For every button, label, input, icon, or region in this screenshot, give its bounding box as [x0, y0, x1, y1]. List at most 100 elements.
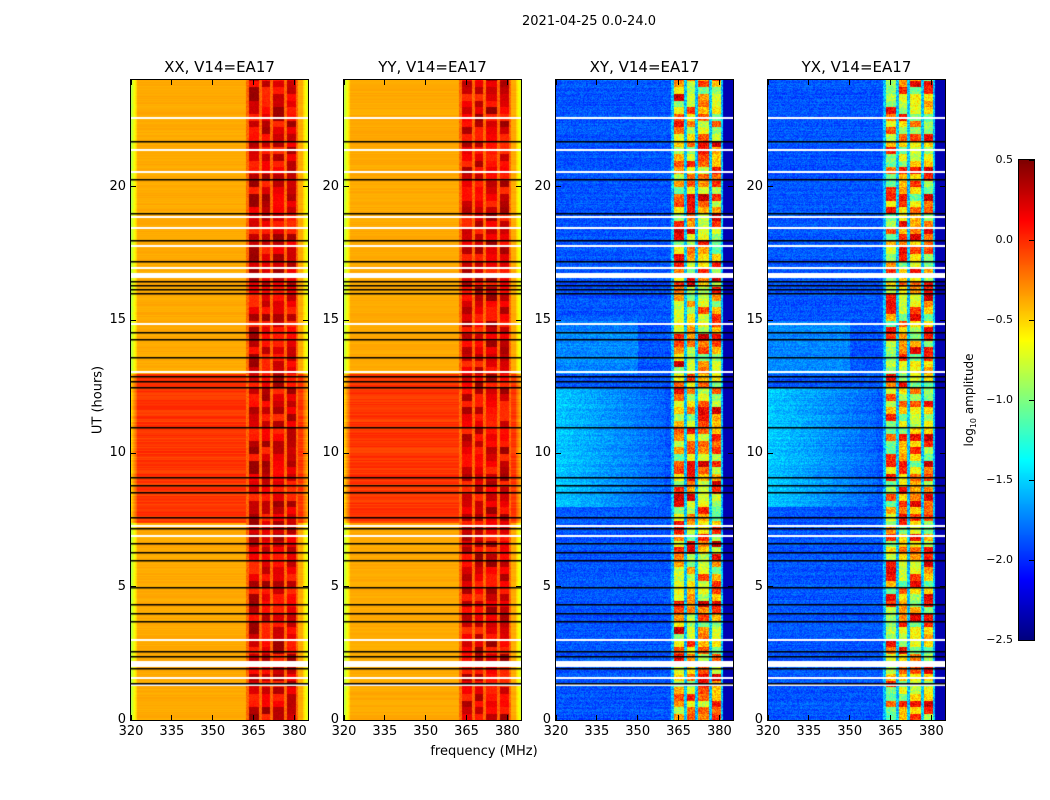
y-tick-label: 5	[117, 578, 126, 594]
x-tick-label: 365	[241, 724, 266, 739]
x-tick-top	[890, 80, 892, 85]
colorbar-tick	[1029, 480, 1034, 481]
colorbar-tick-label: −0.5	[986, 313, 1013, 326]
x-tick-top	[343, 80, 345, 85]
colorbar-gradient	[1019, 160, 1034, 640]
x-tick-label: 350	[837, 724, 863, 739]
heatmap-panel-yy	[343, 79, 522, 721]
y-tick-right	[940, 452, 945, 454]
x-tick-label: 320	[543, 724, 569, 739]
y-tick-left	[768, 452, 773, 454]
colorbar	[1018, 159, 1035, 641]
x-tick-top	[253, 80, 255, 85]
x-tick-bottom	[212, 715, 214, 720]
x-tick-bottom	[678, 715, 680, 720]
colorbar-tick	[1029, 320, 1034, 321]
colorbar-tick-label: −2.5	[986, 633, 1013, 646]
x-tick-top	[849, 80, 851, 85]
y-tick-left	[131, 186, 136, 188]
y-tick-label: 20	[534, 178, 551, 194]
y-tick-left	[556, 586, 561, 588]
colorbar-tick	[1029, 560, 1034, 561]
y-tick-label: 5	[754, 578, 763, 594]
x-tick-label: 380	[281, 724, 307, 739]
y-tick-left	[556, 319, 561, 321]
y-tick-right	[303, 452, 308, 454]
y-tick-left	[556, 719, 561, 721]
x-tick-bottom	[930, 715, 932, 720]
x-tick-label: 350	[200, 724, 226, 739]
x-tick-top	[506, 80, 508, 85]
x-tick-top	[930, 80, 932, 85]
y-tick-label: 10	[746, 445, 763, 461]
x-tick-bottom	[384, 715, 386, 720]
x-tick-label: 350	[625, 724, 651, 739]
x-tick-label: 365	[454, 724, 479, 739]
y-tick-right	[303, 319, 308, 321]
y-tick-label: 10	[534, 445, 551, 461]
y-tick-left	[556, 452, 561, 454]
colorbar-label-sub: 10	[969, 417, 979, 429]
panel-title: XY, V14=EA17	[589, 58, 700, 76]
y-tick-label: 0	[117, 712, 126, 727]
colorbar-tick	[1029, 400, 1034, 401]
x-tick-label: 335	[372, 724, 398, 739]
x-tick-top	[808, 80, 810, 85]
x-tick-label: 380	[706, 724, 732, 739]
y-tick-left	[131, 452, 136, 454]
x-tick-bottom	[171, 715, 173, 720]
y-tick-right	[516, 186, 521, 188]
colorbar-label: log10 amplitude	[962, 354, 978, 447]
x-tick-top	[767, 80, 769, 85]
y-tick-right	[516, 452, 521, 454]
x-tick-bottom	[506, 715, 508, 720]
x-tick-label: 320	[755, 724, 781, 739]
colorbar-tick	[1029, 160, 1034, 161]
x-tick-bottom	[596, 715, 598, 720]
y-tick-right	[303, 719, 308, 721]
y-tick-label: 15	[322, 312, 339, 327]
y-tick-left	[768, 319, 773, 321]
x-tick-top	[466, 80, 468, 85]
x-tick-bottom	[130, 715, 132, 720]
x-tick-top	[212, 80, 214, 85]
x-tick-top	[678, 80, 680, 85]
colorbar-label-suffix: amplitude	[961, 353, 976, 418]
x-tick-bottom	[343, 715, 345, 720]
x-tick-label: 365	[878, 724, 903, 739]
y-tick-left	[344, 719, 349, 721]
y-tick-left	[344, 586, 349, 588]
x-tick-bottom	[466, 715, 468, 720]
colorbar-tick	[1029, 640, 1034, 641]
y-tick-label: 15	[534, 312, 551, 327]
x-axis-label: frequency (MHz)	[430, 744, 538, 759]
panel-title: XX, V14=EA17	[164, 58, 275, 76]
y-tick-right	[728, 719, 733, 721]
y-tick-right	[728, 452, 733, 454]
y-axis-label: UT (hours)	[90, 365, 106, 435]
y-tick-right	[940, 319, 945, 321]
y-tick-label: 20	[109, 178, 126, 194]
colorbar-tick-label: −1.5	[986, 473, 1013, 486]
x-tick-bottom	[849, 715, 851, 720]
x-tick-bottom	[767, 715, 769, 720]
y-tick-right	[516, 319, 521, 321]
y-tick-right	[940, 586, 945, 588]
y-tick-right	[728, 186, 733, 188]
y-tick-left	[344, 186, 349, 188]
heatmap-image	[768, 80, 945, 720]
x-tick-top	[384, 80, 386, 85]
panel-title: YX, V14=EA17	[801, 58, 912, 76]
y-tick-left	[131, 719, 136, 721]
y-tick-label: 15	[746, 312, 763, 327]
x-tick-label: 335	[796, 724, 822, 739]
y-tick-label: 10	[109, 445, 126, 461]
colorbar-tick-label: −2.0	[986, 553, 1013, 566]
x-tick-top	[130, 80, 132, 85]
y-tick-right	[303, 186, 308, 188]
figure-title: 2021-04-25 0.0-24.0	[522, 14, 656, 29]
heatmap-panel-xx	[130, 79, 309, 721]
y-tick-label: 0	[330, 712, 339, 727]
heatmap-panel-xy	[555, 79, 734, 721]
y-tick-left	[131, 586, 136, 588]
